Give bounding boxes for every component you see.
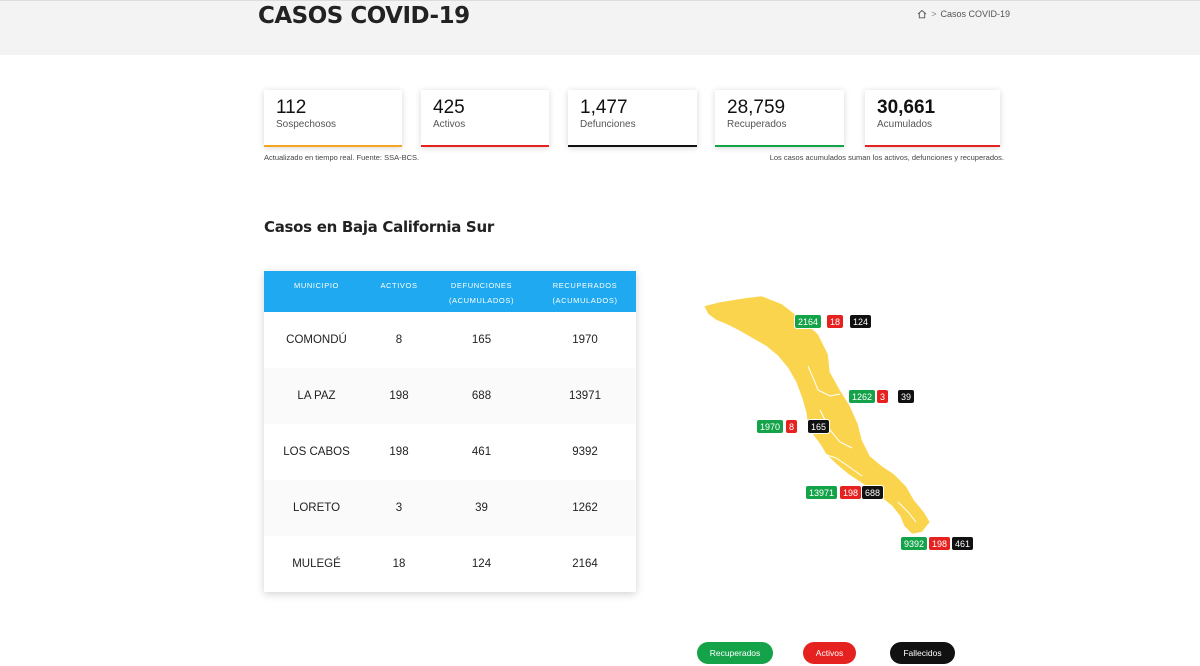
card-label: Sospechosos	[276, 119, 337, 130]
card-label: Defunciones	[580, 119, 636, 130]
accumulated-note: Los casos acumulados suman los activos, …	[769, 153, 1004, 162]
source-note: Actualizado en tiempo real. Fuente: SSA-…	[264, 153, 420, 162]
badge-fallecidos-comondu: 165	[807, 419, 831, 434]
cell-recuperados: 13971	[569, 390, 601, 402]
card-accent-bar	[421, 145, 549, 147]
table-body: COMONDÚ 8 165 1970 LA PAZ 198 688 13971 …	[264, 312, 636, 592]
cell-municipio: LORETO	[292, 502, 341, 514]
table-row: COMONDÚ 8 165 1970	[264, 312, 636, 368]
header-defunciones: Defunciones (acumulados)	[448, 281, 515, 305]
badge-activos-comondu: 8	[785, 419, 799, 434]
stats-cards: 112 Sospechosos 425 Activos 1,477 Defunc…	[264, 90, 1004, 148]
cell-municipio: MULEGÉ	[292, 558, 341, 570]
table-row: LA PAZ 198 688 13971	[264, 368, 636, 424]
page-header: CASOS COVID-19 > Casos COVID-19	[0, 0, 1200, 55]
card-label: Recuperados	[727, 119, 787, 130]
legend-recuperados: Recuperados	[697, 642, 773, 664]
border-lapaz-loscabos	[897, 501, 917, 523]
cell-activos: 8	[395, 334, 403, 346]
cell-defunciones: 461	[471, 446, 492, 458]
badge-fallecidos-mulege: 124	[849, 314, 873, 329]
cell-recuperados: 1262	[572, 502, 598, 514]
cell-defunciones: 124	[471, 558, 492, 570]
cell-defunciones: 39	[475, 502, 488, 514]
legend-fallecidos: Fallecidos	[890, 642, 955, 664]
cell-recuperados: 1970	[572, 334, 598, 346]
badge-recuperados-loreto: 1262	[848, 389, 877, 404]
card-accent-bar	[568, 145, 697, 147]
card-value: 112	[276, 97, 307, 118]
header-activos: Activos	[380, 281, 418, 290]
card-sospechosos: 112 Sospechosos	[264, 90, 402, 147]
badge-activos-la-paz: 198	[839, 485, 863, 500]
cell-activos: 198	[389, 446, 409, 458]
breadcrumb-separator: >	[931, 9, 937, 19]
map-fill	[703, 295, 931, 535]
table-row: LOS CABOS 198 461 9392	[264, 424, 636, 480]
badge-fallecidos-los-cabos: 461	[951, 536, 975, 551]
badge-activos-loreto: 3	[876, 389, 890, 404]
bcs-map-shape	[703, 295, 931, 535]
badge-fallecidos-la-paz: 688	[861, 485, 885, 500]
badge-recuperados-la-paz: 13971	[805, 485, 839, 500]
cell-municipio: COMONDÚ	[286, 334, 347, 346]
card-accent-bar	[264, 145, 402, 147]
badge-activos-los-cabos: 198	[928, 536, 952, 551]
table-row: LORETO 3 39 1262	[264, 480, 636, 536]
cell-activos: 198	[389, 390, 409, 402]
border-mulege-loreto	[807, 365, 841, 397]
card-value: 425	[433, 97, 465, 118]
home-icon[interactable]	[917, 9, 927, 19]
cell-defunciones: 165	[471, 334, 492, 346]
header-municipio: Municipio	[294, 281, 339, 290]
card-defunciones: 1,477 Defunciones	[568, 90, 697, 147]
badge-recuperados-comondu: 1970	[756, 419, 785, 434]
border-comondu-lapaz	[823, 453, 863, 477]
page-title: CASOS COVID-19	[258, 3, 470, 29]
cell-activos: 3	[395, 502, 403, 514]
badge-fallecidos-loreto: 39	[897, 389, 916, 404]
card-label: Activos	[433, 119, 466, 130]
card-accent-bar	[715, 145, 844, 147]
breadcrumb-current: Casos COVID-19	[940, 9, 1010, 19]
breadcrumb: > Casos COVID-19	[917, 9, 1010, 19]
cell-recuperados: 2164	[572, 558, 598, 570]
section-title: Casos en Baja California Sur	[264, 218, 494, 236]
table-header: Municipio Activos Defunciones (acumulado…	[264, 271, 636, 312]
cell-municipio: LA PAZ	[297, 390, 336, 402]
header-recuperados: Recuperados (acumulados)	[552, 281, 618, 305]
badge-recuperados-mulege: 2164	[794, 314, 823, 329]
card-value: 1,477	[580, 97, 628, 118]
cell-activos: 18	[392, 558, 406, 570]
cell-recuperados: 9392	[572, 446, 598, 458]
bcs-map: 2164 18 124 1262 3 39 1970 8 165 13971 1…	[690, 290, 990, 560]
badge-activos-mulege: 18	[826, 314, 845, 329]
card-label: Acumulados	[877, 119, 933, 130]
card-value: 28,759	[727, 97, 786, 118]
card-value: 30,661	[877, 97, 936, 118]
cell-municipio: LOS CABOS	[283, 446, 350, 458]
badge-recuperados-los-cabos: 9392	[900, 536, 929, 551]
card-activos: 425 Activos	[421, 90, 549, 147]
legend-activos: Activos	[803, 642, 856, 664]
card-accent-bar	[865, 145, 1000, 147]
table-row: MULEGÉ 18 124 2164	[264, 536, 636, 592]
cell-defunciones: 688	[471, 390, 492, 402]
card-recuperados: 28,759 Recuperados	[715, 90, 844, 147]
card-acumulados: 30,661 Acumulados	[865, 90, 1000, 147]
cases-table: Municipio Activos Defunciones (acumulado…	[264, 271, 636, 592]
